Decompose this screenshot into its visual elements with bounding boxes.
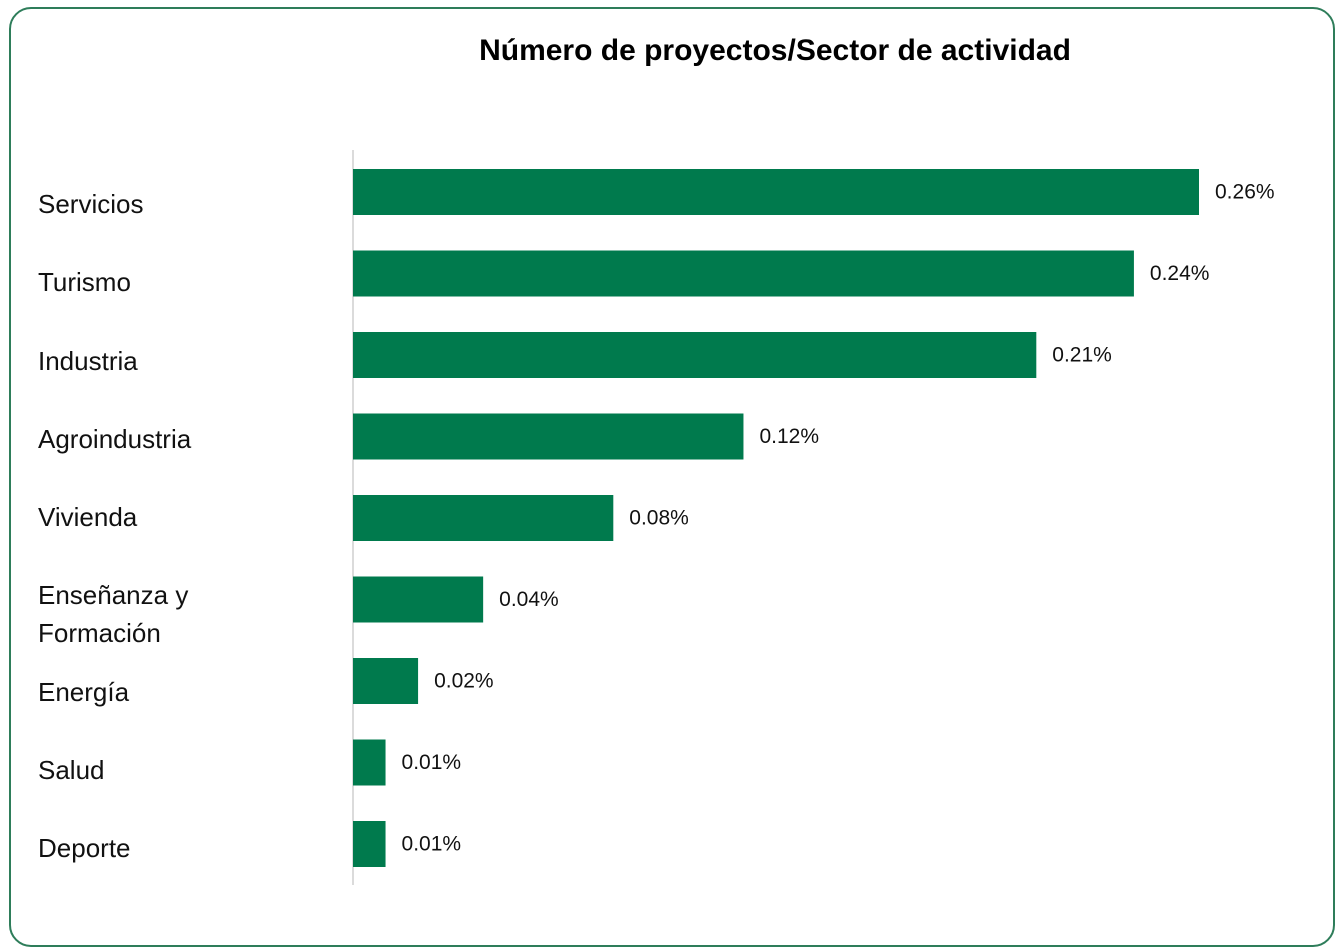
data-label: 0.08%: [629, 507, 689, 530]
bar: [353, 739, 386, 786]
page: Número de proyectos/Sector de actividad …: [9, 7, 1335, 947]
bar: [353, 250, 1134, 297]
data-label: 0.24%: [1150, 262, 1210, 285]
category-label: Deporte: [38, 833, 131, 864]
data-label: 0.01%: [402, 833, 462, 856]
data-label: 0.01%: [402, 751, 462, 774]
data-label: 0.12%: [759, 425, 819, 448]
bar: [353, 658, 419, 704]
bar: [353, 821, 386, 867]
bar: [353, 169, 1199, 215]
data-label: 0.26%: [1215, 181, 1275, 204]
category-label: Salud: [38, 755, 105, 786]
category-label: Enseñanza y Formación: [38, 579, 189, 648]
category-label: Energía: [38, 676, 130, 707]
data-label: 0.04%: [499, 588, 559, 611]
category-label: Servicios: [38, 189, 144, 219]
category-label: Industria: [38, 345, 138, 376]
category-label: Agroindustria: [38, 423, 192, 454]
bar: [353, 495, 614, 541]
bar: [353, 332, 1037, 378]
data-label: 0.02%: [434, 670, 494, 693]
category-label: Turismo: [38, 267, 131, 298]
data-label: 0.21%: [1052, 344, 1112, 367]
chart-title: Número de proyectos/Sector de actividad: [479, 34, 1071, 67]
chart: Número de proyectos/Sector de actividad …: [352, 34, 1275, 885]
bar: [353, 413, 744, 460]
category-label: Vivienda: [38, 502, 138, 533]
bar: [353, 576, 484, 623]
